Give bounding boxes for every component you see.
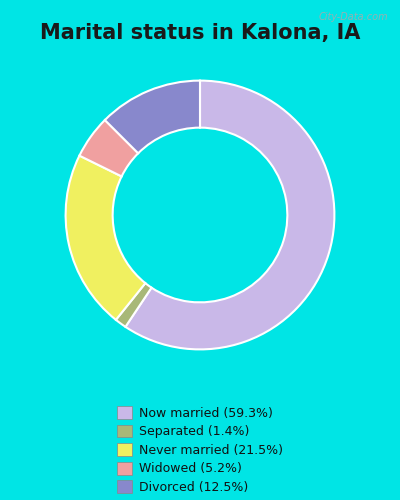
Wedge shape (126, 80, 334, 349)
Wedge shape (105, 80, 200, 154)
Wedge shape (66, 156, 145, 320)
Wedge shape (116, 283, 152, 327)
Legend: Now married (59.3%), Separated (1.4%), Never married (21.5%), Widowed (5.2%), Di: Now married (59.3%), Separated (1.4%), N… (112, 401, 288, 499)
Wedge shape (80, 120, 138, 176)
Text: City-Data.com: City-Data.com (318, 12, 388, 22)
Text: Marital status in Kalona, IA: Marital status in Kalona, IA (40, 22, 360, 42)
